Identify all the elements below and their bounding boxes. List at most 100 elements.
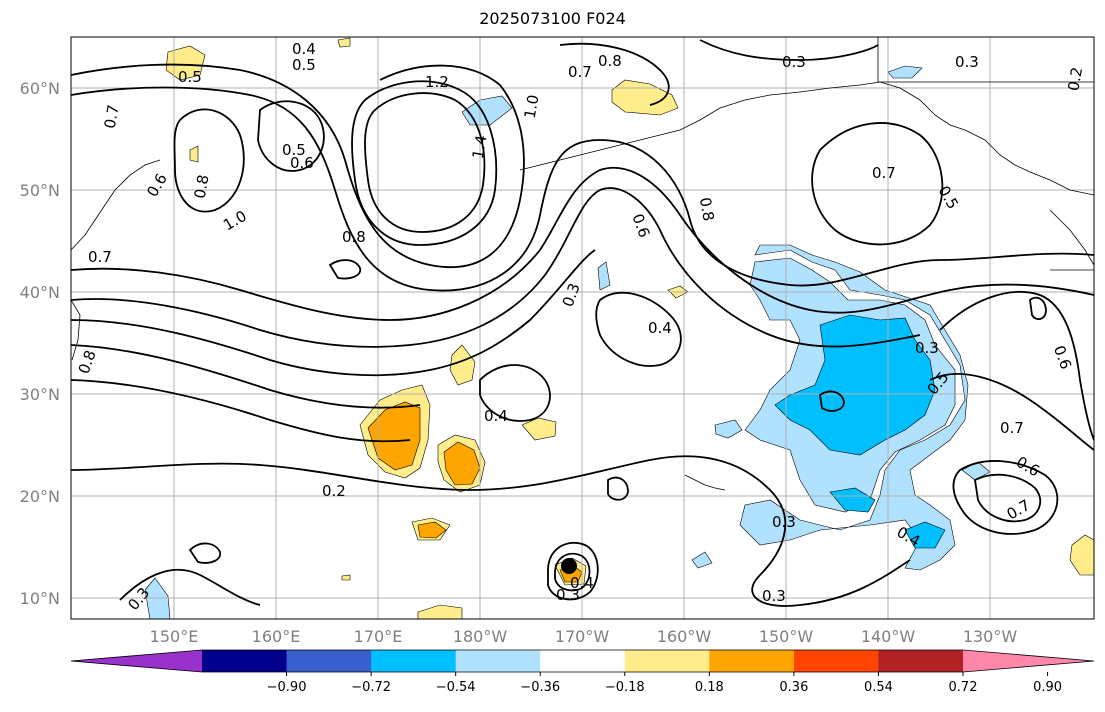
contour-south-1 [71,455,911,607]
lat-label: 10°N [20,589,60,608]
contour-north-1 [811,122,944,246]
contour-label: 1.0 [521,93,543,120]
contour-main-2 [71,86,1094,292]
contour-label: 0.7 [872,164,896,182]
yellow-patch-14 [341,574,351,581]
lon-label: 170°E [354,627,403,646]
contour-small-1 [328,259,362,280]
yellow-patch-11 [1069,534,1094,576]
colorbar-extend-low [71,650,202,672]
colorbar-tick-label: 0.36 [779,680,808,695]
contour-label: 0.8 [696,196,718,223]
contour-lines [71,39,1094,607]
contour-label: 0.7 [568,63,592,81]
lon-label: 160°W [657,627,712,646]
canada-border [877,37,1094,83]
hawaii-islands [684,474,726,491]
lon-label: 140°W [861,627,916,646]
contour-main-7 [71,379,411,443]
lon-label: 160°E [252,627,301,646]
colorbar-segment [540,650,626,672]
lat-label: 40°N [20,283,60,302]
map-border [70,36,1095,620]
map-content: 0.4 0.5 0.5 0.7 0.8 0.3 0.3 0.2 1.2 1.0 … [71,37,1094,619]
contour-label: 0.2 [1064,66,1086,93]
colorbar-segment [286,650,372,672]
contour-west-1 [173,108,245,213]
contour-label: 0.4 [570,574,594,592]
contour-west-2 [257,100,325,172]
contour-loop-1 [351,80,498,246]
contour-circle-2 [554,552,591,592]
lon-label: 130°W [963,627,1018,646]
colorbar [70,649,1095,673]
lon-label: 150°W [759,627,814,646]
contour-label: 1.2 [425,73,449,91]
colorbar-tick-label: −0.18 [605,680,645,695]
lat-label: 20°N [20,487,60,506]
contour-label: 0.3 [782,53,806,71]
contour-label: 0.8 [191,173,213,200]
contour-label: 0.5 [178,68,202,86]
lon-label: 180°W [453,627,508,646]
colorbar-tick-label: 0.54 [864,680,893,695]
kamchatka-coast [71,159,161,251]
contour-label: 1.4 [469,134,491,161]
colorbar-tick-label: 0.72 [949,680,978,695]
contour-label: 0.7 [1000,419,1024,437]
cyan-region-core [774,314,936,456]
contour-label: 0.3 [915,339,939,357]
contour-small-2 [1029,296,1047,321]
lon-label: 150°E [150,627,199,646]
colorbar-tick-label: −0.72 [351,680,391,695]
colorbar-tick-label: −0.90 [267,680,307,695]
colorbar-segment [878,650,964,672]
colorbar-segment [709,650,795,672]
colorbar-segment [793,650,879,672]
storm-center-marker [561,558,577,574]
colorbar-tick-label: 0.18 [695,680,724,695]
contour-mid-2 [595,291,682,367]
contour-label: 0.8 [598,52,622,70]
colorbar-outline [70,649,1095,673]
contour-label: 0.7 [88,248,112,266]
cyan-region-se [904,521,946,549]
lon-label: 170°W [555,627,610,646]
latitude-labels: 60°N 50°N 40°N 30°N 20°N 10°N [20,79,60,608]
contour-label: 0.5 [282,141,306,159]
contour-label: 0.3 [955,53,979,71]
colorbar-extend-high [963,650,1094,672]
coastlines [71,37,1094,491]
contour-small-4 [607,476,629,501]
contour-circle-1 [547,541,599,601]
blue-region-east [739,244,969,571]
cyan-region-south [829,487,876,513]
contour-east-1 [952,460,1059,535]
contour-main-6 [71,344,421,409]
contour-main-1 [71,63,525,269]
contour-east-4 [939,291,1094,441]
contour-main-4 [71,187,921,348]
blue-patch-2 [597,261,611,291]
japan-coast [71,299,81,361]
contour-main-5 [71,249,596,377]
colorbar-segment [371,650,457,672]
contour-south-2 [119,569,261,606]
contour-label: 0.7 [101,103,123,130]
contour-loop-2 [364,92,486,233]
yellow-patch-13 [189,145,199,163]
colorbar-segment [455,650,541,672]
yellow-patch-1 [165,45,206,81]
orange-patch-8 [417,521,447,539]
contour-label: 0.4 [648,319,672,337]
contour-label: 0.2 [322,482,346,500]
colorbar-tick-label: −0.36 [520,680,560,695]
blue-patch-7 [887,65,923,79]
contour-main-3 [71,166,1094,321]
alaska-coast [679,81,1094,196]
contour-label: 0.4 [292,40,316,58]
aleutian-islands [519,129,681,171]
colorbar-tick-labels: −0.90 −0.72 −0.54 −0.36 −0.18 0.18 0.36 0.54 0.7… [267,672,1062,695]
contour-label: 0.8 [342,228,366,246]
contour-label: 0.3 [772,513,796,531]
